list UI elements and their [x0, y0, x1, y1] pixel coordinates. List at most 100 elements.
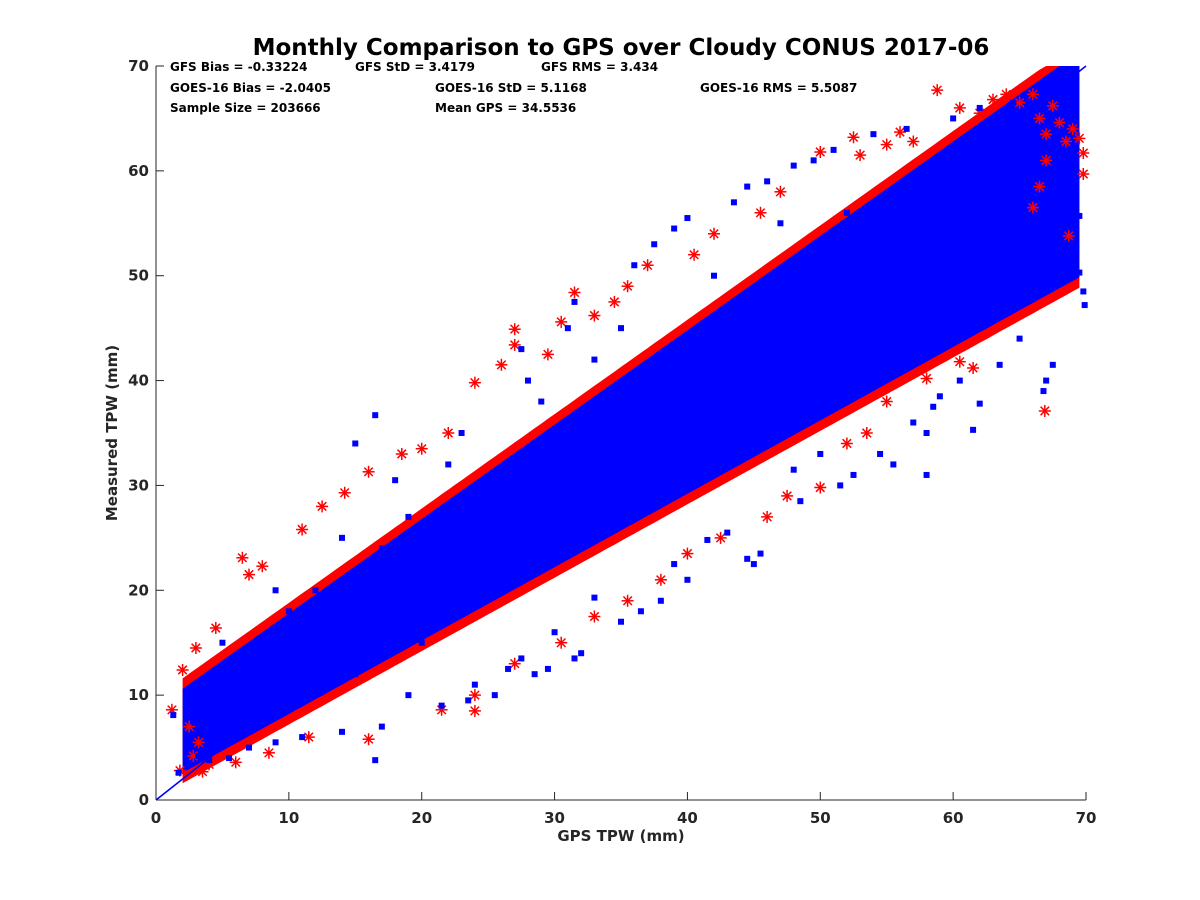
gfs-point [192, 736, 205, 749]
goes16-point [591, 356, 598, 363]
goes16-point [578, 650, 585, 657]
gfs-point [302, 731, 315, 744]
goes16-point [246, 744, 252, 751]
gfs-point [907, 135, 920, 148]
goes16-point [684, 576, 691, 583]
gfs-point [555, 636, 568, 649]
gfs-point [243, 568, 255, 581]
y-tick-label: 50 [128, 267, 149, 285]
gfs-point [621, 280, 634, 293]
goes16-point [1009, 99, 1016, 106]
goes16-point [471, 681, 478, 688]
goes16-point [637, 608, 644, 615]
goes16-point [1049, 361, 1056, 368]
gfs-point [708, 227, 720, 240]
x-tick-label: 70 [1076, 809, 1097, 827]
goes16-point [392, 477, 399, 484]
plot-area [155, 65, 1090, 801]
gfs-point [714, 531, 727, 544]
gfs-point [508, 323, 521, 336]
goes16-point [491, 692, 498, 699]
goes16-point [750, 377, 757, 384]
gfs-point [880, 138, 893, 151]
gfs-point [189, 642, 202, 654]
gfs-point [608, 295, 621, 308]
goes16-point [299, 734, 306, 741]
goes16-point [657, 597, 664, 604]
gfs-point [681, 547, 694, 560]
goes16-point [465, 697, 472, 704]
goes16-point [438, 702, 445, 709]
gfs-point [442, 427, 455, 439]
goes16-point [206, 757, 213, 764]
goes16-point [671, 561, 678, 568]
goes16-point [790, 162, 797, 169]
gfs-point [588, 309, 601, 322]
goes16-point [339, 728, 345, 735]
goes16-point [930, 403, 937, 410]
gfs-point [987, 93, 999, 106]
gfs-point [621, 594, 634, 607]
gfs-point [508, 338, 521, 351]
goes16-density-band [182, 66, 1080, 773]
gfs-point [814, 146, 827, 158]
gfs-point [362, 733, 375, 746]
goes-std-stat: GOES-16 StD = 5.1168 [435, 81, 587, 95]
gfs-point [1038, 405, 1051, 417]
gfs-point [920, 372, 933, 385]
x-tick-label: 40 [677, 809, 698, 827]
x-tick-label: 10 [278, 809, 299, 827]
goes16-point [684, 430, 691, 436]
goes16-point [790, 466, 797, 473]
goes16-point [923, 471, 930, 478]
gfs-point [362, 465, 375, 478]
goes16-point [744, 555, 751, 562]
x-tick-label: 20 [411, 809, 432, 827]
gfs-point [1077, 168, 1090, 180]
gfs-point [931, 84, 944, 97]
goes16-point [378, 723, 385, 730]
gfs-point [555, 315, 568, 328]
goes16-point [170, 712, 177, 719]
y-ticks: 0 10 20 30 40 50 60 70 [128, 57, 164, 809]
gfs-point [1040, 154, 1053, 167]
goes16-point [956, 377, 963, 384]
gfs-point [754, 206, 767, 219]
gfs-point [209, 622, 222, 634]
gfs-rms-stat: GFS RMS = 3.434 [541, 60, 658, 74]
goes16-point [950, 199, 957, 206]
goes16-point [259, 702, 266, 709]
goes16-point [272, 739, 279, 746]
gfs-point [1000, 88, 1013, 101]
goes16-point [897, 188, 903, 195]
gfs-point [840, 437, 853, 450]
y-tick-label: 10 [128, 686, 149, 704]
goes16-point [458, 430, 465, 436]
goes16-point [571, 298, 578, 305]
gfs-point [894, 126, 906, 139]
goes16-point [564, 325, 571, 332]
goes16-point [1040, 388, 1047, 395]
goes16-point [1080, 288, 1087, 295]
gfs-point [468, 704, 481, 717]
gfs-point [781, 489, 794, 502]
goes16-point [195, 752, 202, 759]
goes16-point [544, 665, 551, 672]
goes16-point [485, 587, 492, 594]
reference-line [155, 65, 1087, 801]
goes16-point [232, 671, 239, 678]
goes16-point [618, 325, 624, 332]
gfs-point [641, 259, 654, 272]
goes16-point [551, 534, 558, 541]
y-tick-label: 70 [128, 57, 149, 75]
goes16-point [910, 419, 917, 426]
goes16-point [378, 545, 385, 552]
gfs-point [468, 689, 481, 702]
goes16-point [631, 262, 638, 269]
goes16-point [877, 450, 884, 457]
goes16-point [1076, 269, 1083, 276]
goes-bias-stat: GOES-16 Bias = -2.0405 [170, 81, 331, 95]
gfs-std-stat: GFS StD = 3.4179 [355, 60, 475, 74]
goes16-point [352, 671, 359, 678]
